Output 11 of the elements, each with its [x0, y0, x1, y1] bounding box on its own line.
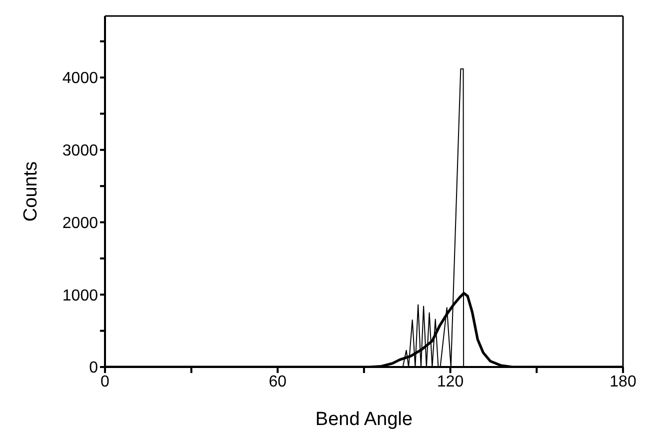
x-tick-label: 180 [610, 373, 636, 390]
x-tick-label: 120 [436, 373, 464, 390]
x-axis-title: Bend Angle [315, 409, 413, 430]
y-tick-label: 0 [89, 360, 98, 377]
x-tick-label: 0 [100, 373, 110, 390]
y-tick-label: 4000 [62, 70, 98, 88]
y-tick-label: 2000 [62, 214, 98, 232]
x-tick-label: 60 [268, 373, 287, 390]
y-tick-label: 3000 [62, 142, 98, 160]
y-axis-title: Counts [20, 161, 42, 222]
y-tick-label: 1000 [62, 287, 98, 304]
